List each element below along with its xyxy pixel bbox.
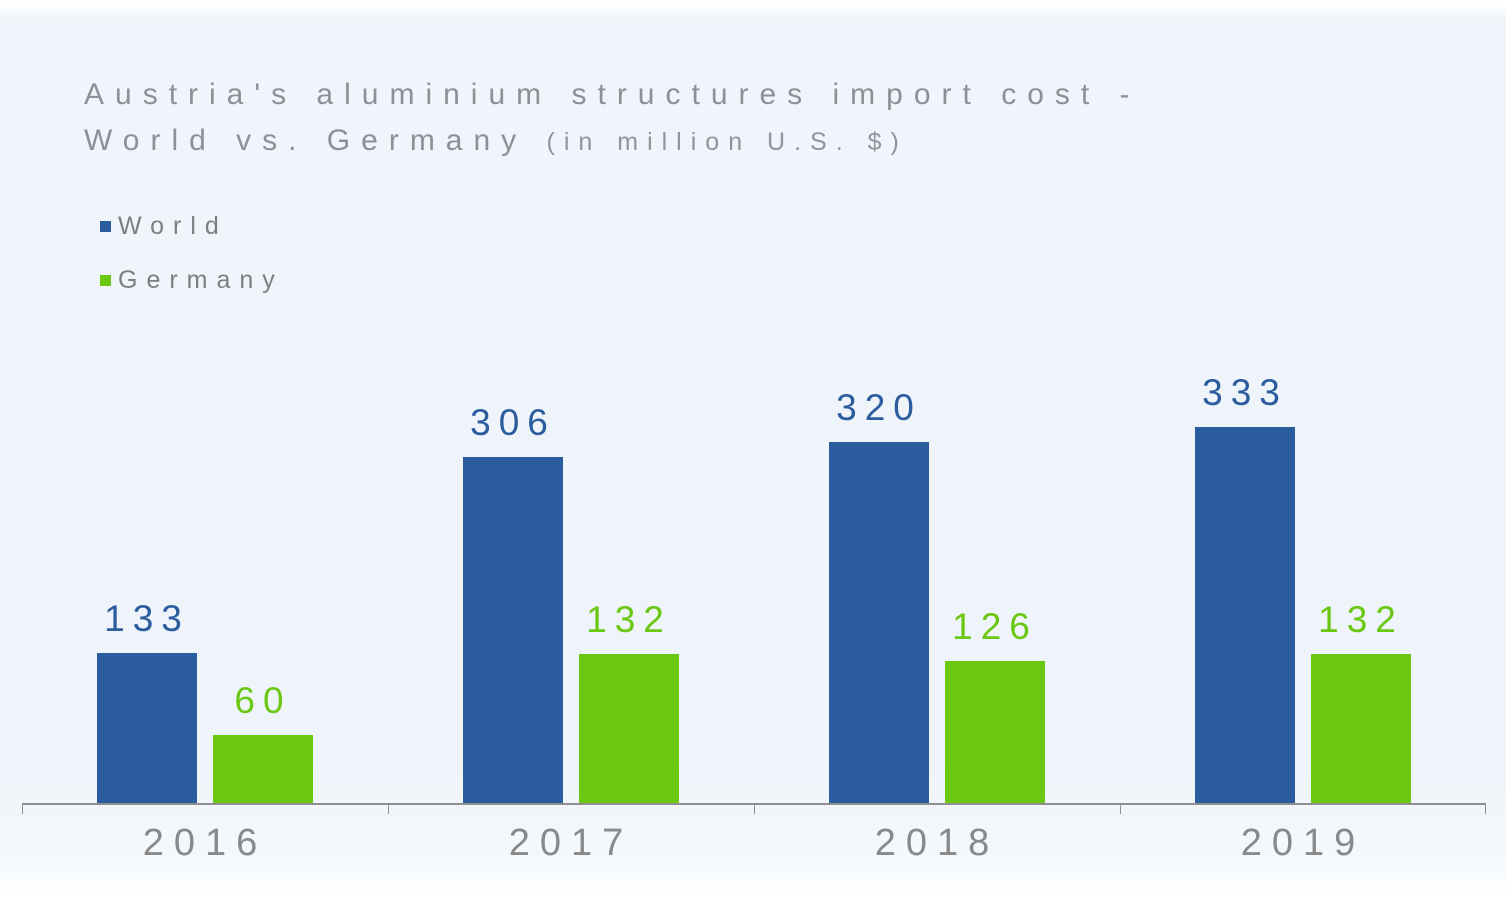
x-axis-label-2019: 2019: [1240, 822, 1366, 864]
x-axis-tick: [1120, 803, 1121, 814]
x-axis-tick: [754, 803, 755, 814]
bar-world-2017: [463, 457, 563, 803]
bar-world-2019: [1195, 427, 1295, 803]
bar-group-germany-2019: 132: [1311, 599, 1411, 803]
bar-group-world-2018: 320: [829, 387, 929, 803]
bar-group-world-2016: 133: [97, 598, 197, 803]
bar-germany-2018: [945, 661, 1045, 803]
bar-value-germany-2016: 60: [234, 680, 292, 721]
bar-value-world-2019: 333: [1202, 372, 1288, 413]
bar-world-2016: [97, 653, 197, 803]
chart-title-units: (in million U.S. $): [546, 128, 908, 156]
bar-germany-2019: [1311, 654, 1411, 803]
bar-group-germany-2018: 126: [945, 606, 1045, 803]
bar-value-germany-2017: 132: [586, 599, 672, 640]
chart-title: Austria's aluminium structures import co…: [84, 72, 1141, 165]
plot-area: 133 60 306 132 320 126 333 132: [22, 372, 1486, 814]
legend-swatch-germany-icon: [100, 274, 111, 286]
x-axis-label-2018: 2018: [874, 822, 1000, 864]
bar-value-germany-2019: 132: [1318, 599, 1404, 640]
x-axis-labels: 2016 2017 2018 2019: [22, 822, 1486, 865]
bar-group-world-2019: 333: [1195, 372, 1295, 803]
bar-group-world-2017: 306: [463, 402, 563, 803]
bar-group-germany-2017: 132: [579, 599, 679, 803]
bar-germany-2017: [579, 654, 679, 803]
bar-group-germany-2016: 60: [213, 680, 313, 803]
legend-label-world: World: [118, 211, 228, 240]
bar-value-world-2018: 320: [836, 387, 922, 428]
chart-title-line2: World vs. Germany (in million U.S. $): [84, 118, 1141, 165]
legend-swatch-world-icon: [100, 220, 111, 232]
chart-title-line2-main: World vs. Germany: [84, 124, 528, 157]
legend-item-world: World: [100, 210, 284, 242]
bar-germany-2016: [213, 735, 313, 803]
x-axis-tick: [1485, 803, 1486, 814]
legend-label-germany: Germany: [118, 265, 284, 294]
x-axis-tick: [22, 803, 23, 814]
x-axis-tick: [388, 803, 389, 814]
bar-value-world-2016: 133: [104, 598, 190, 639]
chart-title-line1: Austria's aluminium structures import co…: [84, 78, 1141, 111]
legend: World Germany: [100, 210, 284, 318]
bar-value-germany-2018: 126: [952, 606, 1038, 647]
x-axis-label-2016: 2016: [142, 822, 268, 864]
bar-world-2018: [829, 442, 929, 803]
bar-value-world-2017: 306: [470, 402, 556, 443]
x-axis-label-2017: 2017: [508, 822, 634, 864]
legend-item-germany: Germany: [100, 264, 284, 296]
